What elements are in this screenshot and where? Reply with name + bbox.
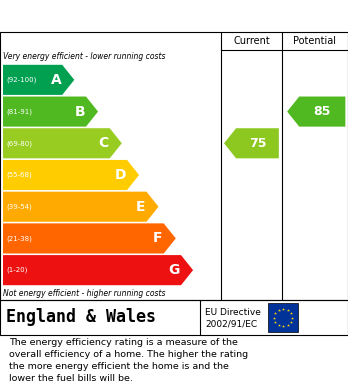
Polygon shape [3, 223, 176, 253]
Text: (1-20): (1-20) [6, 267, 27, 273]
Polygon shape [3, 65, 74, 95]
Polygon shape [3, 97, 98, 127]
Text: (69-80): (69-80) [6, 140, 32, 147]
Polygon shape [3, 192, 158, 222]
Text: Very energy efficient - lower running costs: Very energy efficient - lower running co… [3, 52, 166, 61]
Polygon shape [224, 128, 279, 158]
Text: B: B [74, 104, 85, 118]
Text: (92-100): (92-100) [6, 77, 37, 83]
Text: E: E [136, 200, 145, 214]
Text: Current: Current [233, 36, 270, 46]
Polygon shape [3, 128, 122, 158]
Text: Energy Efficiency Rating: Energy Efficiency Rating [9, 9, 230, 23]
Text: EU Directive: EU Directive [205, 308, 261, 317]
Text: (55-68): (55-68) [6, 172, 32, 178]
Text: (39-54): (39-54) [6, 203, 32, 210]
Text: The energy efficiency rating is a measure of the
overall efficiency of a home. T: The energy efficiency rating is a measur… [9, 338, 248, 383]
Text: Not energy efficient - higher running costs: Not energy efficient - higher running co… [3, 289, 166, 298]
Text: (21-38): (21-38) [6, 235, 32, 242]
Bar [268, 303, 298, 332]
Text: (81-91): (81-91) [6, 108, 32, 115]
Text: 85: 85 [314, 105, 331, 118]
Text: D: D [114, 168, 126, 182]
Text: F: F [153, 231, 163, 246]
Polygon shape [287, 97, 345, 127]
Text: 2002/91/EC: 2002/91/EC [205, 319, 257, 328]
Polygon shape [3, 255, 193, 285]
Text: England & Wales: England & Wales [6, 308, 156, 326]
Text: 75: 75 [249, 137, 266, 150]
Text: A: A [50, 73, 61, 87]
Text: C: C [98, 136, 109, 150]
Polygon shape [3, 160, 139, 190]
Text: Potential: Potential [293, 36, 337, 46]
Text: G: G [169, 263, 180, 277]
